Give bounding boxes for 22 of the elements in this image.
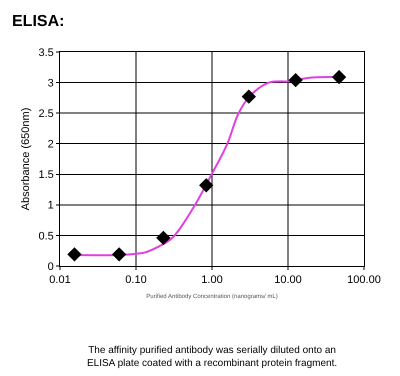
point <box>112 247 126 262</box>
y-tick-label: 3.5 <box>38 46 54 59</box>
point <box>288 72 303 88</box>
y-tick-label: 0 <box>48 260 54 273</box>
y-axis-title: Absorbance (650nm) <box>20 108 32 210</box>
x-tick-label: 10.00 <box>274 274 302 286</box>
x-tick-label: 100.00 <box>347 274 381 286</box>
point <box>67 247 82 262</box>
point <box>332 70 346 84</box>
x-tick-label: 0.10 <box>125 274 147 286</box>
x-tick-label: 1.00 <box>201 274 223 286</box>
point <box>199 178 214 192</box>
y-tick-label: 3 <box>48 77 54 90</box>
y-tick-label: 1 <box>48 200 54 212</box>
point <box>156 230 170 246</box>
y-tick-label: 1.5 <box>38 169 54 182</box>
text: The affinity purified antibody was serially diluted onto an ELISA plate coated with a recombinant protein fragment. <box>87 345 338 369</box>
y-tick-label: 2.5 <box>38 108 54 120</box>
x-tick-label: 0.01 <box>49 274 71 286</box>
y-tick-label: 0.5 <box>38 230 54 242</box>
chart-title: ELISA: <box>12 13 64 30</box>
y-tick-label: 2 <box>48 138 54 151</box>
